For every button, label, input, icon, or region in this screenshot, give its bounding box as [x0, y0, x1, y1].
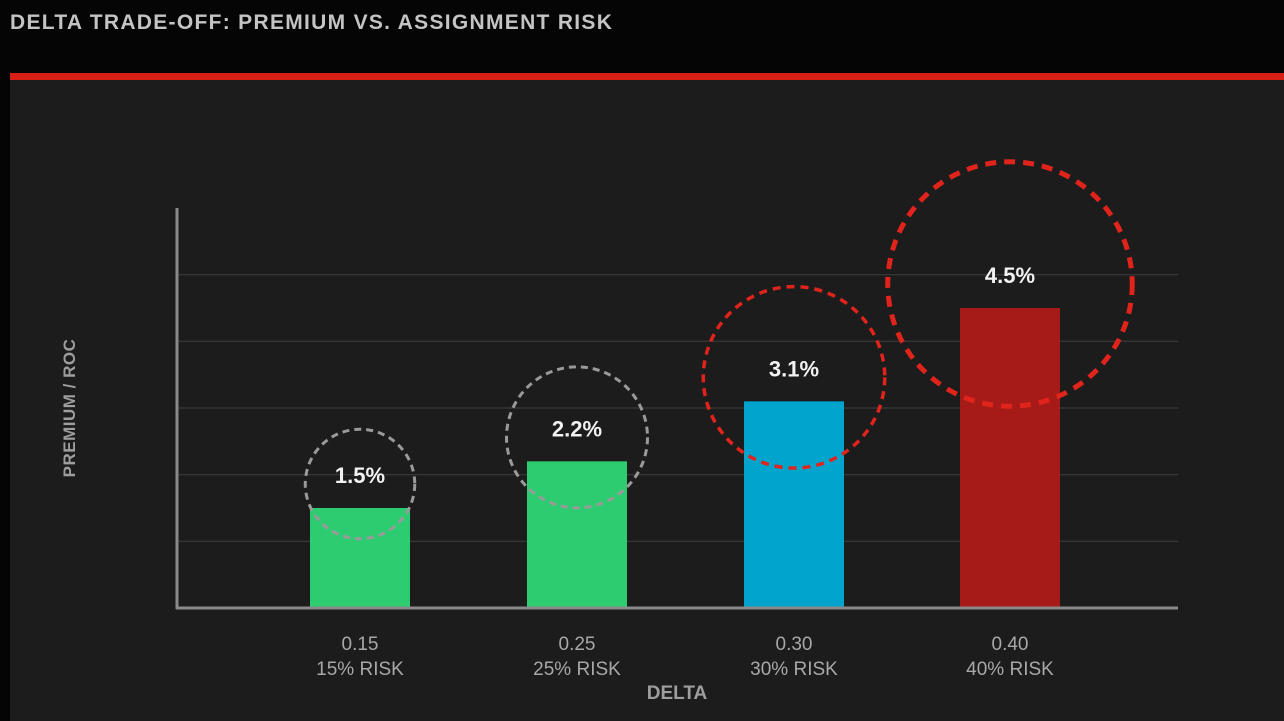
x-tick-sublabel: 40% RISK	[966, 659, 1054, 680]
risk-ring	[885, 159, 1135, 409]
value-label: 4.5%	[985, 263, 1035, 288]
x-tick-labels: 0.15 15% RISK 0.25 25% RISK 0.30 30% RISK 0.40…	[316, 634, 1054, 680]
chart-panel	[10, 80, 1284, 721]
risk-ring	[701, 284, 887, 470]
x-tick-label: 0.25	[559, 634, 596, 655]
x-tick-label: 0.15	[342, 634, 379, 655]
bar	[960, 308, 1060, 608]
bar	[310, 508, 410, 608]
x-tick-sublabel: 25% RISK	[533, 659, 621, 680]
x-tick-label: 0.40	[992, 634, 1029, 655]
x-tick-sublabel: 15% RISK	[316, 659, 404, 680]
bar	[744, 401, 844, 608]
y-axis-title: PREMIUM / ROC	[60, 339, 79, 478]
x-tick-label: 0.30	[776, 634, 813, 655]
bar	[527, 461, 627, 608]
page-header: DELTA TRADE-OFF: PREMIUM VS. ASSIGNMENT …	[0, 0, 1284, 72]
page-title: DELTA TRADE-OFF: PREMIUM VS. ASSIGNMENT …	[10, 11, 614, 34]
value-label: 3.1%	[769, 356, 819, 381]
value-label: 2.2%	[552, 416, 602, 441]
x-axis-title: DELTA	[647, 683, 708, 704]
risk-rings	[303, 159, 1135, 541]
value-labels: 1.5% 2.2% 3.1% 4.5%	[335, 263, 1035, 488]
axes	[175, 208, 1178, 610]
risk-ring	[303, 427, 417, 541]
accent-divider	[10, 73, 1284, 80]
x-tick-sublabel: 30% RISK	[750, 659, 838, 680]
value-label: 1.5%	[335, 463, 385, 488]
bars	[310, 308, 1060, 608]
risk-ring	[505, 365, 649, 510]
